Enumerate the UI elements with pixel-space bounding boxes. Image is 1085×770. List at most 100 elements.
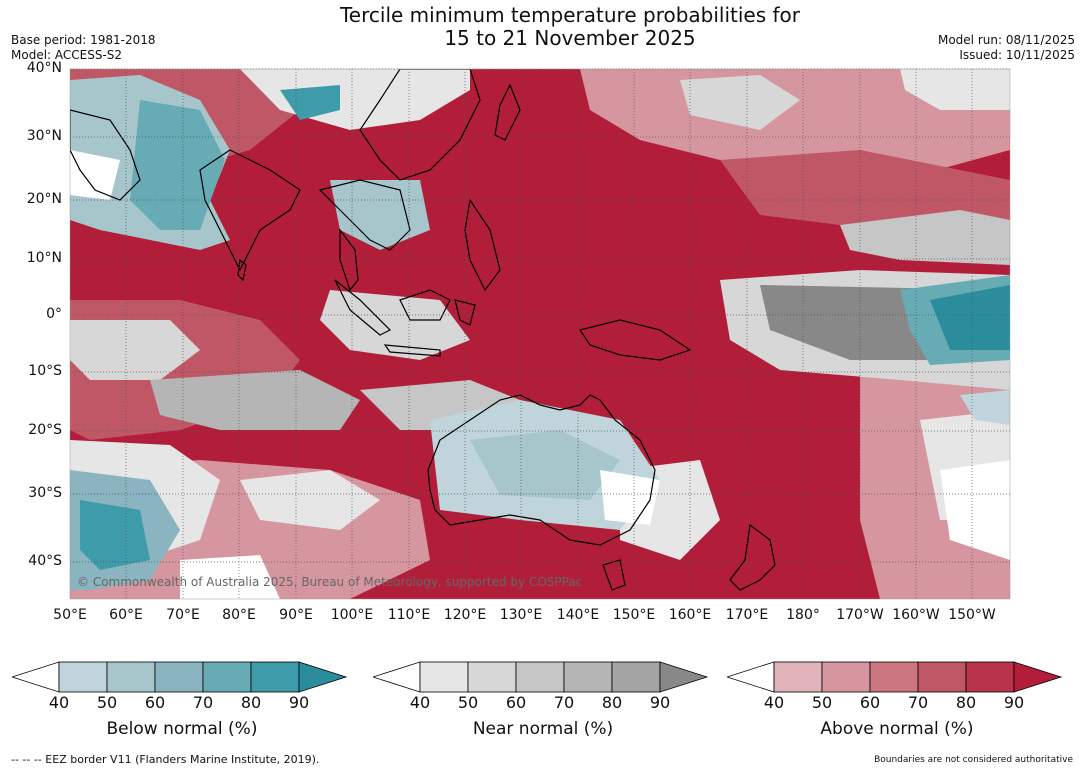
above-normal-tick-label: 50 xyxy=(811,693,833,712)
below-normal-colorbar xyxy=(12,661,348,693)
longitude-label: 80°E xyxy=(222,607,256,623)
copyright-notice: © Commonwealth of Australia 2025, Bureau… xyxy=(77,575,583,589)
tasmania-outline xyxy=(602,559,626,591)
above-normal-tick-label: 40 xyxy=(763,693,785,712)
longitude-label: 50°E xyxy=(53,607,87,623)
near-normal-colorbar-high-extend xyxy=(659,661,709,693)
above-normal-colorbar-segment xyxy=(917,661,967,693)
model-run: Model run: 08/11/2025 xyxy=(937,33,1075,47)
near-normal-maritime-west xyxy=(320,290,470,360)
below-normal-tick-label: 60 xyxy=(144,693,166,712)
meta-right: Model run: 08/11/2025 Issued: 10/11/2025 xyxy=(938,33,1075,63)
new-guinea-outline xyxy=(579,319,692,361)
sumatra-outline xyxy=(334,279,392,336)
near-normal-colorbar-label: Near normal (%) xyxy=(472,719,614,739)
below-normal-australia-core xyxy=(470,430,620,500)
latitude-label: 10°N xyxy=(26,250,62,266)
longitude-label: 90°E xyxy=(279,607,313,623)
above-normal-tick-label: 60 xyxy=(859,693,881,712)
new-zealand-outline xyxy=(729,523,776,591)
longitude-label: 70°E xyxy=(166,607,200,623)
malay-peninsula-outline xyxy=(339,228,359,292)
meta-left: Base period: 1981-2018 Model: ACCESS-S2 xyxy=(11,33,156,63)
below-normal-se-patch xyxy=(960,390,1010,425)
near-normal-tick-label: 40 xyxy=(409,693,431,712)
below-normal-india-core xyxy=(130,100,225,230)
india-outline xyxy=(199,149,301,272)
near-normal-tick-label: 80 xyxy=(601,693,623,712)
near-normal-tick-label: 90 xyxy=(649,693,671,712)
near-normal-colorbar-segment xyxy=(611,661,661,693)
below-normal-tick-label: 90 xyxy=(288,693,310,712)
near-normal-colorbar-segment xyxy=(467,661,517,693)
below-normal-colorbar-segment xyxy=(106,661,156,693)
longitude-label: 180° xyxy=(786,607,820,623)
japan-korea-outline xyxy=(494,83,521,141)
near-normal-colorbar-segment xyxy=(419,661,469,693)
below-normal-sw-indian-core xyxy=(80,500,150,570)
above-normal-colorbar-segment xyxy=(965,661,1015,693)
longitude-label: 100°E xyxy=(330,607,374,623)
indochina-outline xyxy=(318,179,411,251)
above-normal-colorbar-segment xyxy=(773,661,823,693)
longitude-label: 160°E xyxy=(668,607,712,623)
below-normal-tick-label: 70 xyxy=(192,693,214,712)
title-line-2: 15 to 21 November 2025 xyxy=(444,26,696,50)
coastlines xyxy=(70,69,776,591)
low-probability-patch-4 xyxy=(940,460,1010,560)
near-normal-colorbar-segment xyxy=(515,661,565,693)
below-normal-colorbar-label: Below normal (%) xyxy=(106,719,258,739)
near-normal-colorbar xyxy=(373,661,709,693)
near-normal-south-indian xyxy=(150,370,360,430)
issued-date: Issued: 10/11/2025 xyxy=(959,48,1075,62)
near-normal-nw-pacific xyxy=(680,75,800,130)
title-line-1: Tercile minimum temperature probabilitie… xyxy=(339,3,801,27)
above-normal-tick-label: 90 xyxy=(1003,693,1025,712)
latitude-label: 30°S xyxy=(28,485,62,501)
longitude-label: 130°E xyxy=(499,607,543,623)
latitude-label: 40°S xyxy=(28,553,62,569)
low-probability-patch-2 xyxy=(600,470,660,525)
below-normal-indochina xyxy=(330,180,430,250)
below-normal-colorbar-segment xyxy=(250,661,300,693)
longitude-label: 60°E xyxy=(109,607,143,623)
latitude-label: 30°N xyxy=(26,128,62,144)
below-normal-colorbar-segment xyxy=(202,661,252,693)
longitude-label: 170°E xyxy=(725,607,769,623)
java-outline xyxy=(383,344,441,357)
above-normal-tick-label: 70 xyxy=(907,693,929,712)
map-frame xyxy=(69,68,1011,600)
near-normal-central-pacific-north xyxy=(840,210,1010,265)
near-normal-tick-label: 60 xyxy=(505,693,527,712)
above-normal-colorbar-segment xyxy=(821,661,871,693)
latitude-label: 0° xyxy=(46,306,62,322)
below-normal-tibet-core xyxy=(280,85,340,120)
latitude-label: 10°S xyxy=(28,363,62,379)
chart-title: Tercile minimum temperature probabilitie… xyxy=(0,4,1085,50)
longitude-label: 160°W xyxy=(892,607,940,623)
longitude-label: 120°E xyxy=(443,607,487,623)
above-normal-colorbar-segment xyxy=(869,661,919,693)
below-normal-tick-label: 50 xyxy=(96,693,118,712)
below-normal-colorbar-segment xyxy=(58,661,108,693)
borneo-outline xyxy=(399,289,451,321)
above-normal-colorbar-label: Above normal (%) xyxy=(820,719,974,739)
longitude-label: 140°E xyxy=(556,607,600,623)
boundary-disclaimer: Boundaries are not considered authoritat… xyxy=(874,755,1073,765)
below-normal-tick-label: 80 xyxy=(240,693,262,712)
longitude-label: 110°E xyxy=(387,607,431,623)
longitude-label: 150°W xyxy=(948,607,996,623)
latitude-label: 20°S xyxy=(28,422,62,438)
above-normal-colorbar xyxy=(727,661,1063,693)
above-normal-colorbar-low-extend xyxy=(727,661,775,693)
above-normal-tick-label: 80 xyxy=(955,693,977,712)
low-probability-patch-3 xyxy=(180,555,280,599)
below-normal-colorbar-high-extend xyxy=(298,661,348,693)
above-normal-colorbar-high-extend xyxy=(1013,661,1063,693)
latitude-label: 40°N xyxy=(26,60,62,76)
near-normal-west-indian xyxy=(70,320,200,380)
near-normal-tick-label: 70 xyxy=(553,693,575,712)
near-normal-colorbar-low-extend xyxy=(373,661,421,693)
near-normal-tick-label: 50 xyxy=(457,693,479,712)
